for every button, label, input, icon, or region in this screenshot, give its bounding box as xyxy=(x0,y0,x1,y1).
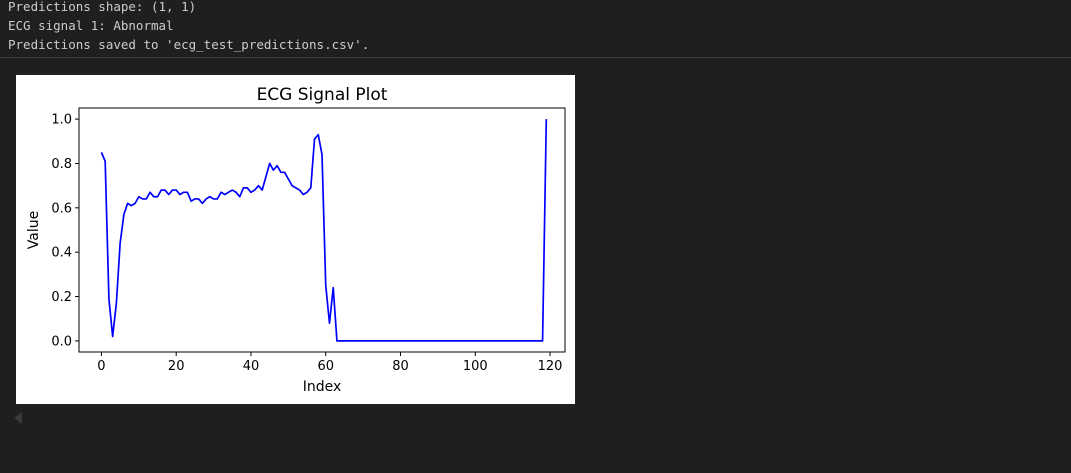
x-tick-label: 0 xyxy=(97,359,105,374)
console-line-saved-file: Predictions saved to 'ecg_test_predictio… xyxy=(8,37,370,52)
series-line xyxy=(100,119,548,342)
triangle-left-icon[interactable] xyxy=(12,410,24,426)
y-tick-label: 0.2 xyxy=(51,290,72,305)
console-line-prediction-shape: Predictions shape: (1, 1) xyxy=(8,0,197,14)
y-tick-label: 0.0 xyxy=(51,334,72,349)
x-tick-label: 80 xyxy=(392,359,409,374)
x-tick-label: 60 xyxy=(317,359,334,374)
x-tick-label: 40 xyxy=(243,359,260,374)
y-axis-label: Value xyxy=(26,211,42,249)
output-console: Predictions shape: (1, 1) ECG signal 1: … xyxy=(0,0,1071,58)
x-tick-label: 20 xyxy=(168,359,185,374)
y-tick-label: 0.4 xyxy=(51,246,72,261)
y-tick-label: 0.8 xyxy=(51,157,72,172)
ecg-line-chart: ECG Signal Plot 0 20 40 60 80 100 120 0.0 0.2 0.4… xyxy=(26,85,566,395)
x-axis-label: Index xyxy=(303,379,342,395)
x-tick-label: 120 xyxy=(538,359,563,374)
y-tick-label: 1.0 xyxy=(51,113,72,128)
x-tick-label: 100 xyxy=(463,359,488,374)
chart-image: ECG Signal Plot 0 20 40 60 80 100 120 0.0 0.2 0.4… xyxy=(16,75,575,404)
plot-area-frame xyxy=(78,107,566,353)
y-tick-label: 0.6 xyxy=(51,201,72,216)
chart-title: ECG Signal Plot xyxy=(257,85,388,105)
console-line-ecg-signal-result: ECG signal 1: Abnormal xyxy=(8,18,174,33)
